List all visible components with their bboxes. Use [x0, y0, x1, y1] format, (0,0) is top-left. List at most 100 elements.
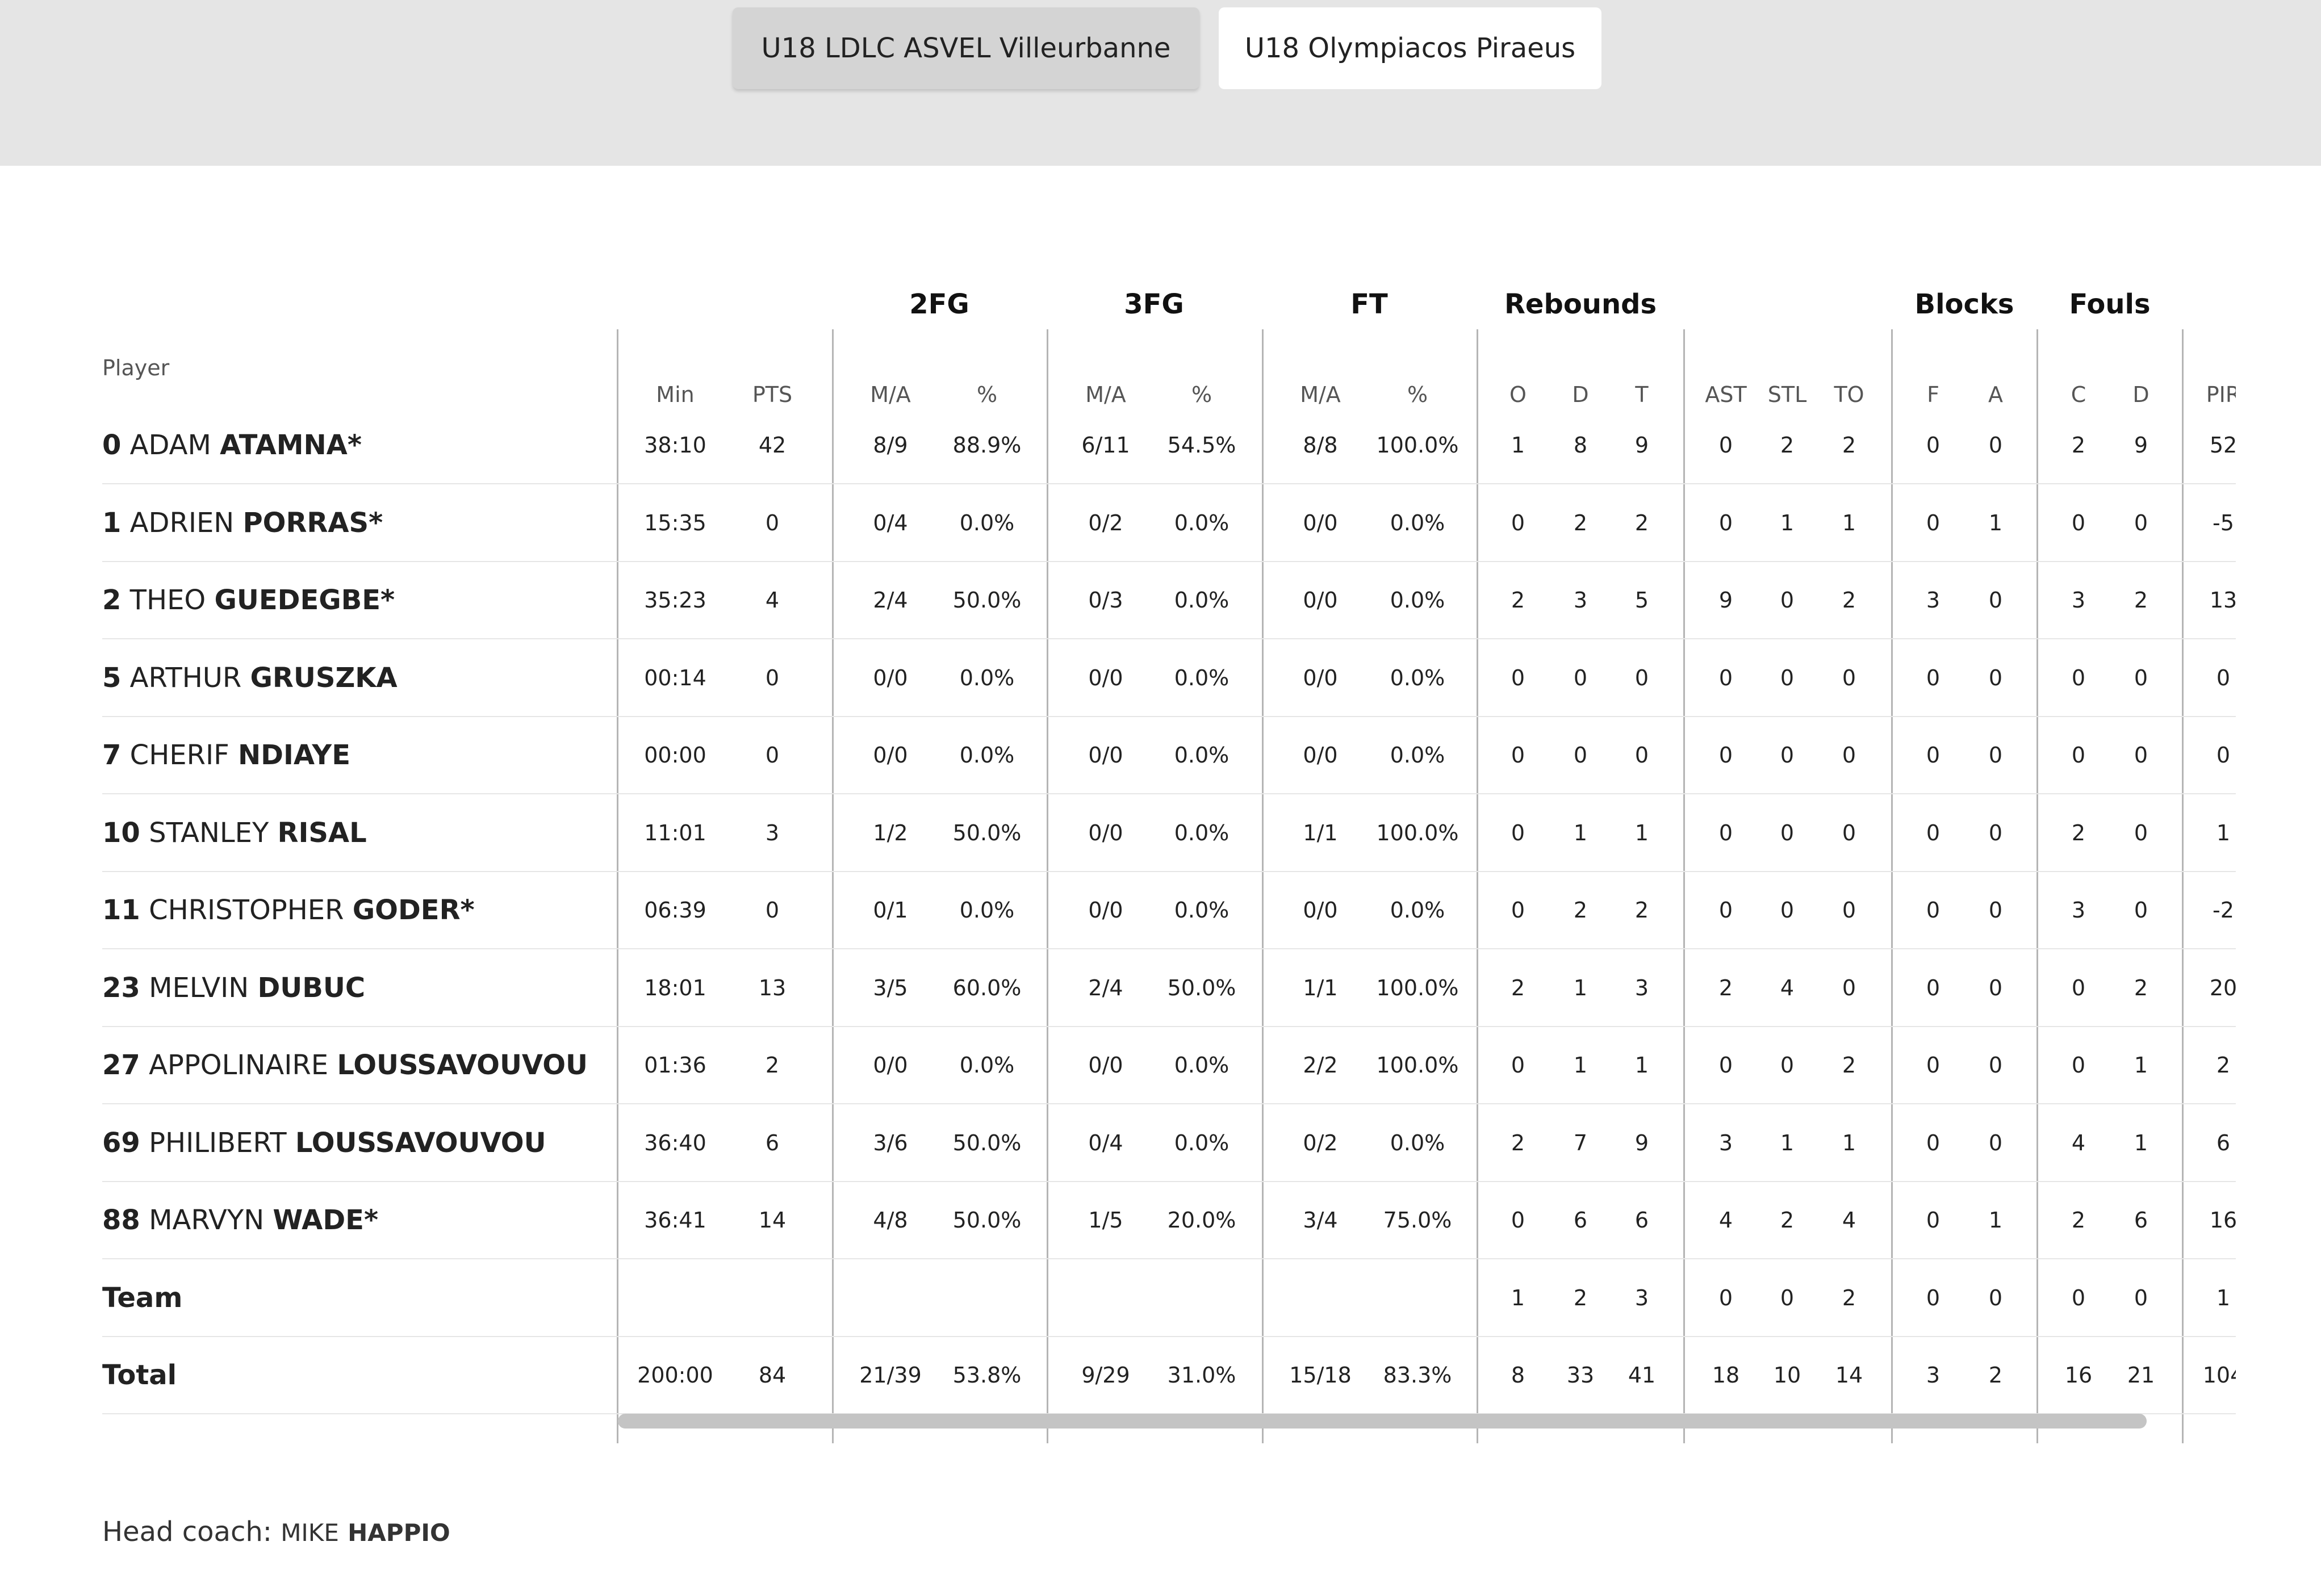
player-name-melvin-dubuc[interactable]: 23 MELVIN DUBUC	[102, 974, 365, 1002]
row-separator	[102, 483, 2236, 485]
player-name-christopher-goder[interactable]: 11 CHRISTOPHER GODER*	[102, 897, 475, 924]
stat-cell: 1	[1511, 433, 1525, 458]
group-header-rebounds: Rebounds	[1504, 288, 1657, 320]
stat-cell: 0.0%	[1174, 743, 1229, 768]
stat-cell: 0/1	[873, 898, 908, 923]
stat-cell: 1	[1780, 1130, 1795, 1155]
player-name-marvyn-wade[interactable]: 88 MARVYN WADE*	[102, 1207, 378, 1234]
stat-cell: -5	[2213, 510, 2234, 535]
player-last-name: PORRAS*	[242, 506, 383, 539]
stat-cell: 2	[1780, 433, 1795, 458]
team-row-label: Team	[102, 1281, 183, 1314]
player-name-arthur-gruszka[interactable]: 5 ARTHUR GRUSZKA	[102, 664, 398, 692]
row-separator	[102, 1025, 2236, 1027]
player-first-name: ADRIEN	[129, 506, 235, 539]
player-name-adam-atamna[interactable]: 0 ADAM ATAMNA*	[102, 432, 362, 459]
stat-cell: 0	[2071, 1053, 2086, 1078]
stat-cell: 0.0%	[1174, 665, 1229, 690]
stat-cell: 1	[1988, 1208, 2003, 1233]
player-name-appolinaire-loussavouvou[interactable]: 27 APPOLINAIRE LOUSSAVOUVOU	[102, 1052, 588, 1079]
stat-cell: 1	[1573, 975, 1588, 1000]
player-name-adrien-porras[interactable]: 1 ADRIEN PORRAS*	[102, 509, 383, 537]
stat-cell: 0	[765, 898, 780, 923]
player-first-name: ADAM	[129, 429, 211, 461]
stat-cell: 0	[1988, 743, 2003, 768]
stat-cell: 0	[1718, 433, 1733, 458]
stat-cell: 4	[1842, 1208, 1856, 1233]
stat-cell: 0.0%	[959, 743, 1015, 768]
stat-cell: 52	[2209, 433, 2236, 458]
stat-cell: 1	[2216, 820, 2231, 845]
player-column-header: Player	[102, 355, 170, 380]
row-separator	[102, 870, 2236, 872]
stat-cell: 0/0	[1088, 820, 1123, 845]
stat-cell: 0	[1842, 898, 1856, 923]
player-name-cherif-ndiaye[interactable]: 7 CHERIF NDIAYE	[102, 742, 350, 769]
column-divider	[2182, 329, 2184, 1443]
player-first-name: MELVIN	[149, 971, 249, 1004]
player-name-stanley-risal[interactable]: 10 STANLEY RISAL	[102, 819, 367, 847]
stat-cell: 21/39	[859, 1363, 922, 1388]
column-header-pct-7: %	[1407, 382, 1428, 407]
head-coach: Head coach: MIKE HAPPIO	[102, 1518, 450, 1545]
player-last-name: LOUSSAVOUVOU	[337, 1049, 588, 1081]
column-header-pct-5: %	[1191, 382, 1212, 407]
stat-cell: 0/0	[1088, 898, 1123, 923]
stat-cell: 1	[1573, 820, 1588, 845]
group-header-ft: FT	[1350, 288, 1388, 320]
player-name-philibert-loussavouvou[interactable]: 69 PHILIBERT LOUSSAVOUVOU	[102, 1129, 546, 1157]
stat-cell: 00:00	[644, 743, 706, 768]
column-header-f-14: F	[1927, 382, 1939, 407]
stat-cell: 50.0%	[952, 820, 1022, 845]
stat-cell: 0/0	[1303, 743, 1338, 768]
stat-cell: 0	[2134, 1285, 2148, 1310]
horizontal-scrollbar[interactable]	[618, 1414, 2147, 1429]
stat-cell: 0	[2134, 743, 2148, 768]
team-tab-asvel[interactable]: U18 LDLC ASVEL Villeurbanne	[733, 7, 1199, 89]
column-header-m-a-4: M/A	[1085, 382, 1126, 407]
team-tab-olympiacos[interactable]: U18 Olympiacos Piraeus	[1219, 7, 1601, 89]
column-header-pct-3: %	[976, 382, 998, 407]
stat-cell: 20.0%	[1167, 1208, 1236, 1233]
stat-cell: 16	[2064, 1363, 2093, 1388]
player-number: 23	[102, 971, 140, 1004]
stat-cell: 0	[1988, 898, 2003, 923]
stat-cell: 75.0%	[1383, 1208, 1452, 1233]
column-header-d-17: D	[2132, 382, 2149, 407]
player-first-name: CHRISTOPHER	[149, 894, 344, 926]
stat-cell: 20	[2209, 975, 2236, 1000]
stat-cell: 0	[765, 665, 780, 690]
stat-cell: 14	[1835, 1363, 1863, 1388]
stat-cell: 2	[1511, 1130, 1525, 1155]
stat-cell: 0	[1718, 1053, 1733, 1078]
stat-cell: 13	[2209, 588, 2236, 613]
stat-cell: 14	[758, 1208, 787, 1233]
head-coach-first-name: MIKE	[281, 1519, 339, 1547]
player-last-name: GODER*	[352, 894, 475, 926]
stat-cell: 0.0%	[1174, 898, 1229, 923]
stat-cell: 0	[1926, 665, 1941, 690]
stat-cell: 0/4	[1088, 1130, 1123, 1155]
stat-cell: 2	[1511, 588, 1525, 613]
player-first-name: MARVYN	[149, 1204, 265, 1236]
head-coach-last-name: HAPPIO	[348, 1519, 450, 1547]
stat-cell: 4	[2071, 1130, 2086, 1155]
stat-cell: 36:41	[644, 1208, 706, 1233]
stat-cell: 2	[1718, 975, 1733, 1000]
player-first-name: ARTHUR	[129, 661, 242, 694]
stat-cell: 50.0%	[1167, 975, 1236, 1000]
stat-cell: 3	[1573, 588, 1588, 613]
group-header-fouls: Fouls	[2069, 288, 2151, 320]
stat-cell: 2	[1780, 1208, 1795, 1233]
stat-cell: 1	[2134, 1130, 2148, 1155]
stat-cell: 3/4	[1303, 1208, 1338, 1233]
stat-cell: 0/0	[1303, 588, 1338, 613]
row-separator	[102, 715, 2236, 717]
group-header-2fg: 2FG	[909, 288, 969, 320]
row-separator	[102, 793, 2236, 795]
stat-cell: 6	[1573, 1208, 1588, 1233]
stat-cell: 0	[1842, 975, 1856, 1000]
stat-cell: 06:39	[644, 898, 706, 923]
stat-cell: 0/0	[1303, 510, 1338, 535]
player-name-theo-guedegbe[interactable]: 2 THEO GUEDEGBE*	[102, 587, 395, 614]
